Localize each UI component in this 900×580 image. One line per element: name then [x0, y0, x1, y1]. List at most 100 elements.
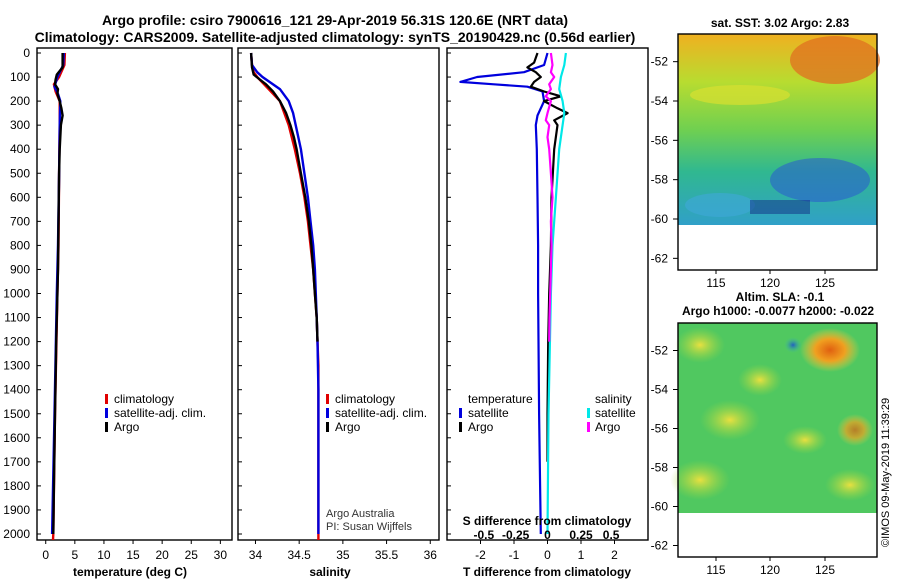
depth-axis: 0 100 200 300 400 500 600 700 800 900 1000 1100 1200… — [3, 46, 451, 541]
lat-tick-label: -62 — [651, 251, 669, 265]
sla-no-data — [678, 513, 877, 543]
series-line-satellite-adj-clim- — [249, 52, 320, 534]
sst-dark-streak — [750, 200, 810, 214]
legend-swatch-argo — [326, 422, 329, 432]
imos-timestamp: ©IMOS 09-May-2019 11:39:29 — [880, 398, 892, 547]
x-tick-label: 20 — [155, 548, 169, 562]
sst-map-title: sat. SST: 3.02 Argo: 2.83 — [711, 16, 850, 30]
depth-tick-label: 2000 — [3, 527, 30, 541]
depth-tick-label: 1700 — [3, 455, 30, 469]
depth-tick-label: 1900 — [3, 503, 30, 517]
legend-label-climatology: climatology — [335, 392, 395, 406]
x-tick-label: -1 — [509, 548, 520, 562]
sst-map-frame — [677, 33, 878, 271]
salinity-legend: climatology satellite-adj. clim. Argo Ar… — [326, 392, 427, 533]
s-diff-tick-label: -0.5 — [474, 528, 495, 542]
sst-cold-patch — [770, 158, 870, 202]
sst-map-axes: -52 -54 -56 -58 -60 -62 115 120 125 — [651, 55, 836, 290]
legend-title-salinity: salinity — [595, 392, 632, 406]
depth-tick-label: 800 — [10, 238, 30, 252]
sst-no-data — [678, 225, 877, 255]
credit-pi: PI: Susan Wijffels — [326, 521, 412, 533]
sla-map-title1: Altim. SLA: -0.1 — [736, 290, 825, 304]
s-difference-x-axis: -0.5 -0.25 0 0.25 0.5 — [474, 528, 620, 542]
x-tick-label: 1 — [578, 548, 585, 562]
depth-tick-label: 1200 — [3, 335, 30, 349]
x-tick-label: 5 — [71, 548, 78, 562]
lat-tick-label: -56 — [651, 133, 669, 147]
difference-legend: temperature satellite Argo salinity sate… — [459, 392, 636, 434]
sla-low-patch — [784, 337, 802, 353]
depth-tick-label: 500 — [10, 166, 30, 180]
sst-blue-patch — [685, 193, 755, 217]
legend-swatch-satellite — [105, 408, 108, 418]
depth-tick-label: 1800 — [3, 479, 30, 493]
legend-label-t-satellite: satellite — [468, 406, 509, 420]
x-tick-label: 36 — [424, 548, 438, 562]
difference-xlabel: T difference from climatology — [463, 565, 631, 579]
lat-tick-label: -52 — [651, 344, 669, 358]
salinity-x-axis: 34 34.5 35 35.5 36 — [249, 540, 437, 562]
lat-tick-label: -60 — [651, 500, 669, 514]
lon-tick-label: 125 — [815, 276, 835, 290]
x-tick-label: 35.5 — [375, 548, 399, 562]
sla-yellow-patch — [670, 460, 730, 500]
temperature-xlabel: temperature (deg C) — [73, 565, 187, 579]
depth-tick-label: 0 — [23, 46, 30, 60]
depth-tick-label: 300 — [10, 118, 30, 132]
sla-yellow-patch — [783, 426, 827, 454]
depth-tick-label: 1300 — [3, 359, 30, 373]
lat-tick-label: -60 — [651, 212, 669, 226]
lat-tick-label: -56 — [651, 422, 669, 436]
sla-map — [670, 322, 878, 558]
s-diff-tick-label: -0.25 — [502, 528, 530, 542]
x-tick-label: -2 — [475, 548, 486, 562]
series-line-argo — [249, 52, 319, 342]
sla-map-axes: -52 -54 -56 -58 -60 -62 115 120 125 — [651, 344, 836, 578]
depth-tick-label: 600 — [10, 190, 30, 204]
depth-tick-label: 100 — [10, 70, 30, 84]
sla-map-frame — [677, 322, 878, 558]
legend-title-temperature: temperature — [468, 392, 533, 406]
difference-lines — [459, 52, 569, 535]
sla-yellow-patch — [825, 469, 875, 501]
credit-argo-australia: Argo Australia — [326, 508, 395, 520]
lon-tick-label: 115 — [706, 563, 725, 577]
x-tick-label: 0 — [544, 548, 551, 562]
legend-swatch-argo — [105, 422, 108, 432]
legend-label-climatology: climatology — [114, 392, 174, 406]
series-line-temperature-satellite — [459, 52, 549, 535]
plot-title-line2: Climatology: CARS2009. Satellite-adjuste… — [34, 29, 636, 45]
sla-high-patch — [837, 414, 873, 446]
series-line-salinity-argo — [544, 52, 556, 342]
depth-tick-label: 900 — [10, 262, 30, 276]
salinity-lines — [249, 52, 320, 540]
series-line-climatology — [249, 52, 320, 540]
depth-tick-label: 700 — [10, 214, 30, 228]
legend-label-argo: Argo — [114, 420, 140, 434]
lon-tick-label: 120 — [760, 276, 780, 290]
legend-label-satellite: satellite-adj. clim. — [114, 406, 206, 420]
sst-warm-patch — [790, 36, 880, 84]
legend-label-s-argo: Argo — [595, 420, 621, 434]
legend-swatch-s-argo — [587, 422, 590, 432]
depth-tick-label: 1000 — [3, 287, 30, 301]
sla-map-title2: Argo h1000: -0.0077 h2000: -0.022 — [682, 304, 874, 318]
depth-tick-label: 1600 — [3, 431, 30, 445]
temperature-lines — [50, 52, 67, 540]
x-tick-label: 30 — [214, 548, 228, 562]
x-tick-label: 25 — [185, 548, 199, 562]
s-diff-tick-label: 0 — [544, 528, 551, 542]
lon-tick-label: 120 — [760, 563, 780, 577]
sla-yellow-patch — [738, 364, 782, 396]
difference-x-axis: -2 -1 0 1 2 — [475, 540, 618, 562]
lat-tick-label: -58 — [651, 173, 669, 187]
s-diff-tick-label: 0.5 — [603, 528, 620, 542]
temperature-x-axis: 0 5 10 15 20 25 30 — [42, 540, 227, 562]
x-tick-label: 35 — [336, 548, 350, 562]
legend-swatch-climatology — [326, 394, 329, 404]
sst-yellow-band — [690, 85, 790, 105]
sst-map — [677, 33, 880, 271]
s-difference-xlabel: S difference from climatology — [463, 514, 632, 528]
